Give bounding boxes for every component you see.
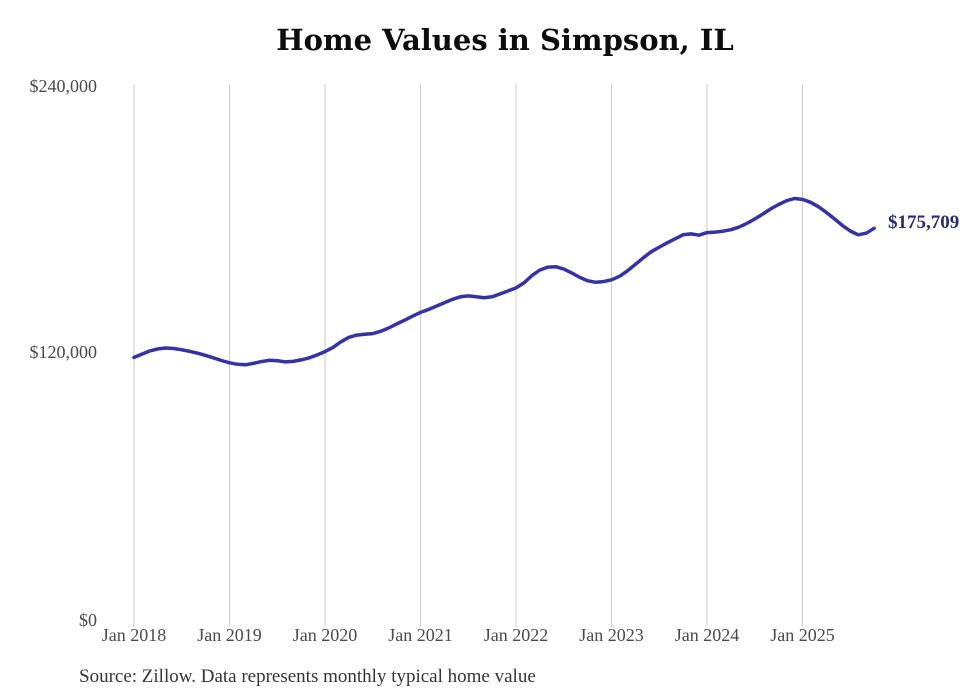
x-tick-jan-2023: Jan 2023 (579, 625, 644, 645)
source-note: Source: Zillow. Data represents monthly … (79, 666, 536, 687)
x-tick-jan-2019: Jan 2019 (197, 625, 262, 645)
gridlines (133, 84, 803, 627)
y-tick-240000: $240,000 (30, 76, 98, 96)
y-tick-0: $0 (79, 610, 97, 630)
chart-title: Home Values in Simpson, IL (276, 23, 734, 57)
current-value-label: $175,709 (888, 212, 959, 233)
x-tick-jan-2018: Jan 2018 (102, 625, 167, 645)
x-axis-labels: Jan 2018 Jan 2019 Jan 2020 Jan 2021 Jan … (102, 625, 835, 645)
x-tick-jan-2020: Jan 2020 (293, 625, 358, 645)
x-tick-jan-2022: Jan 2022 (484, 625, 549, 645)
home-value-line (132, 196, 876, 367)
y-tick-120000: $120,000 (30, 342, 98, 362)
x-tick-jan-2021: Jan 2021 (388, 625, 453, 645)
x-tick-jan-2024: Jan 2024 (675, 625, 740, 645)
y-axis-labels: $240,000 $120,000 $0 (30, 76, 98, 630)
x-tick-jan-2025: Jan 2025 (770, 625, 835, 645)
